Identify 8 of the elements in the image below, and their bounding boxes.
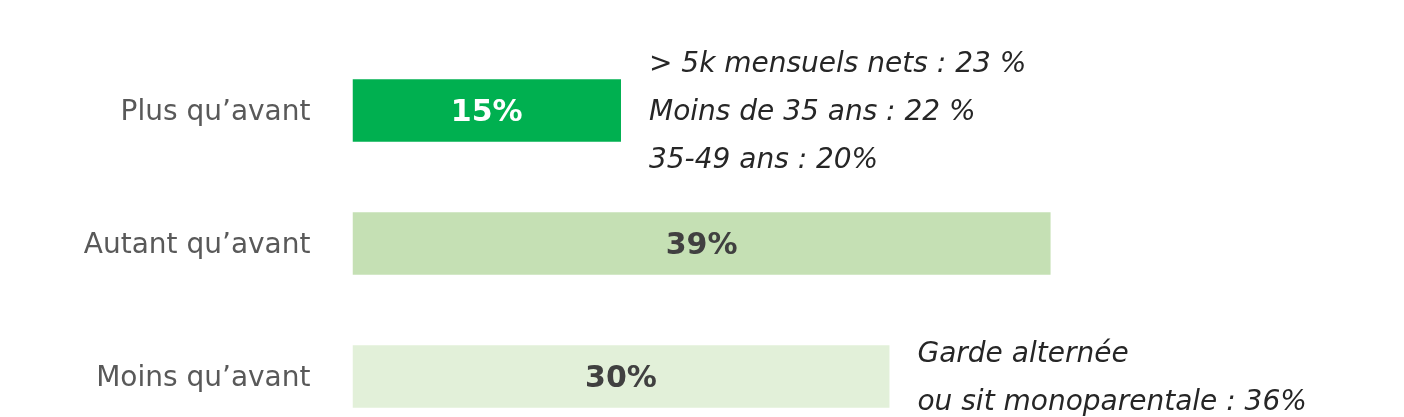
annotation: > 5k mensuels nets : 23 % Moins de 35 ans : 22 % 35-49 ans : 20% <box>648 46 1027 175</box>
data-label: 30% <box>585 359 657 395</box>
data-label: 39% <box>665 226 738 262</box>
y-tick-label: Autant qu’avant <box>83 227 311 261</box>
annotation: Garde alternée ou sit monoparentale : 36% <box>917 336 1307 417</box>
y-tick-label: Plus qu’avant <box>120 94 311 127</box>
data-label: 15% <box>450 93 523 128</box>
y-tick-label: Moins qu’avant <box>96 360 311 394</box>
